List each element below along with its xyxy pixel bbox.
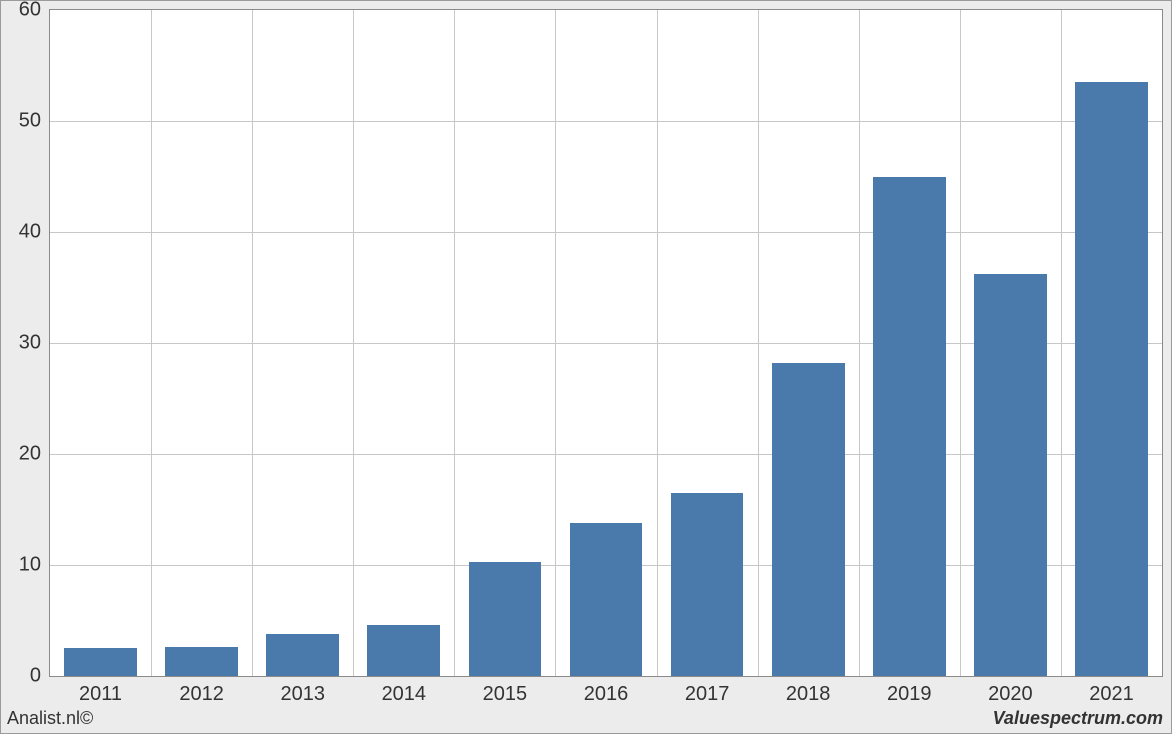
y-tick-label: 50 [1, 110, 41, 133]
bar [772, 363, 845, 676]
gridline-vertical [454, 10, 455, 676]
bar [570, 523, 643, 676]
x-tick-label: 2013 [280, 683, 325, 706]
bar [266, 634, 339, 676]
gridline-horizontal [50, 232, 1162, 233]
chart-outer-frame: 0 10 20 30 40 50 60 2011 2012 2013 2014 2015 2016 20… [0, 0, 1172, 734]
x-tick-label: 2019 [887, 683, 932, 706]
bar [1075, 82, 1148, 676]
y-tick-label: 60 [1, 0, 41, 22]
gridline-horizontal [50, 121, 1162, 122]
x-tick-label: 2012 [179, 683, 224, 706]
y-tick-label: 40 [1, 221, 41, 244]
gridline-vertical [353, 10, 354, 676]
gridline-vertical [657, 10, 658, 676]
footer-attribution-left: Analist.nl© [7, 708, 93, 729]
footer-attribution-right: Valuespectrum.com [993, 708, 1163, 729]
gridline-vertical [758, 10, 759, 676]
gridline-vertical [151, 10, 152, 676]
gridline-vertical [960, 10, 961, 676]
gridline-vertical [555, 10, 556, 676]
gridline-vertical [1061, 10, 1062, 676]
gridline-vertical [859, 10, 860, 676]
y-tick-label: 30 [1, 332, 41, 355]
x-tick-label: 2011 [79, 683, 122, 706]
x-tick-label: 2017 [685, 683, 730, 706]
bar [64, 648, 137, 676]
bar [165, 647, 238, 676]
x-tick-label: 2016 [584, 683, 629, 706]
bar [469, 562, 542, 676]
x-tick-label: 2020 [988, 683, 1033, 706]
x-tick-label: 2015 [483, 683, 528, 706]
bar [671, 493, 744, 676]
chart-plot-area [49, 9, 1163, 677]
bar [974, 274, 1047, 676]
y-tick-label: 20 [1, 443, 41, 466]
bar [367, 625, 440, 676]
x-tick-label: 2014 [382, 683, 427, 706]
y-tick-label: 10 [1, 554, 41, 577]
y-tick-label: 0 [1, 665, 41, 688]
gridline-vertical [252, 10, 253, 676]
bar [873, 177, 946, 677]
x-tick-label: 2018 [786, 683, 831, 706]
x-tick-label: 2021 [1089, 683, 1134, 706]
